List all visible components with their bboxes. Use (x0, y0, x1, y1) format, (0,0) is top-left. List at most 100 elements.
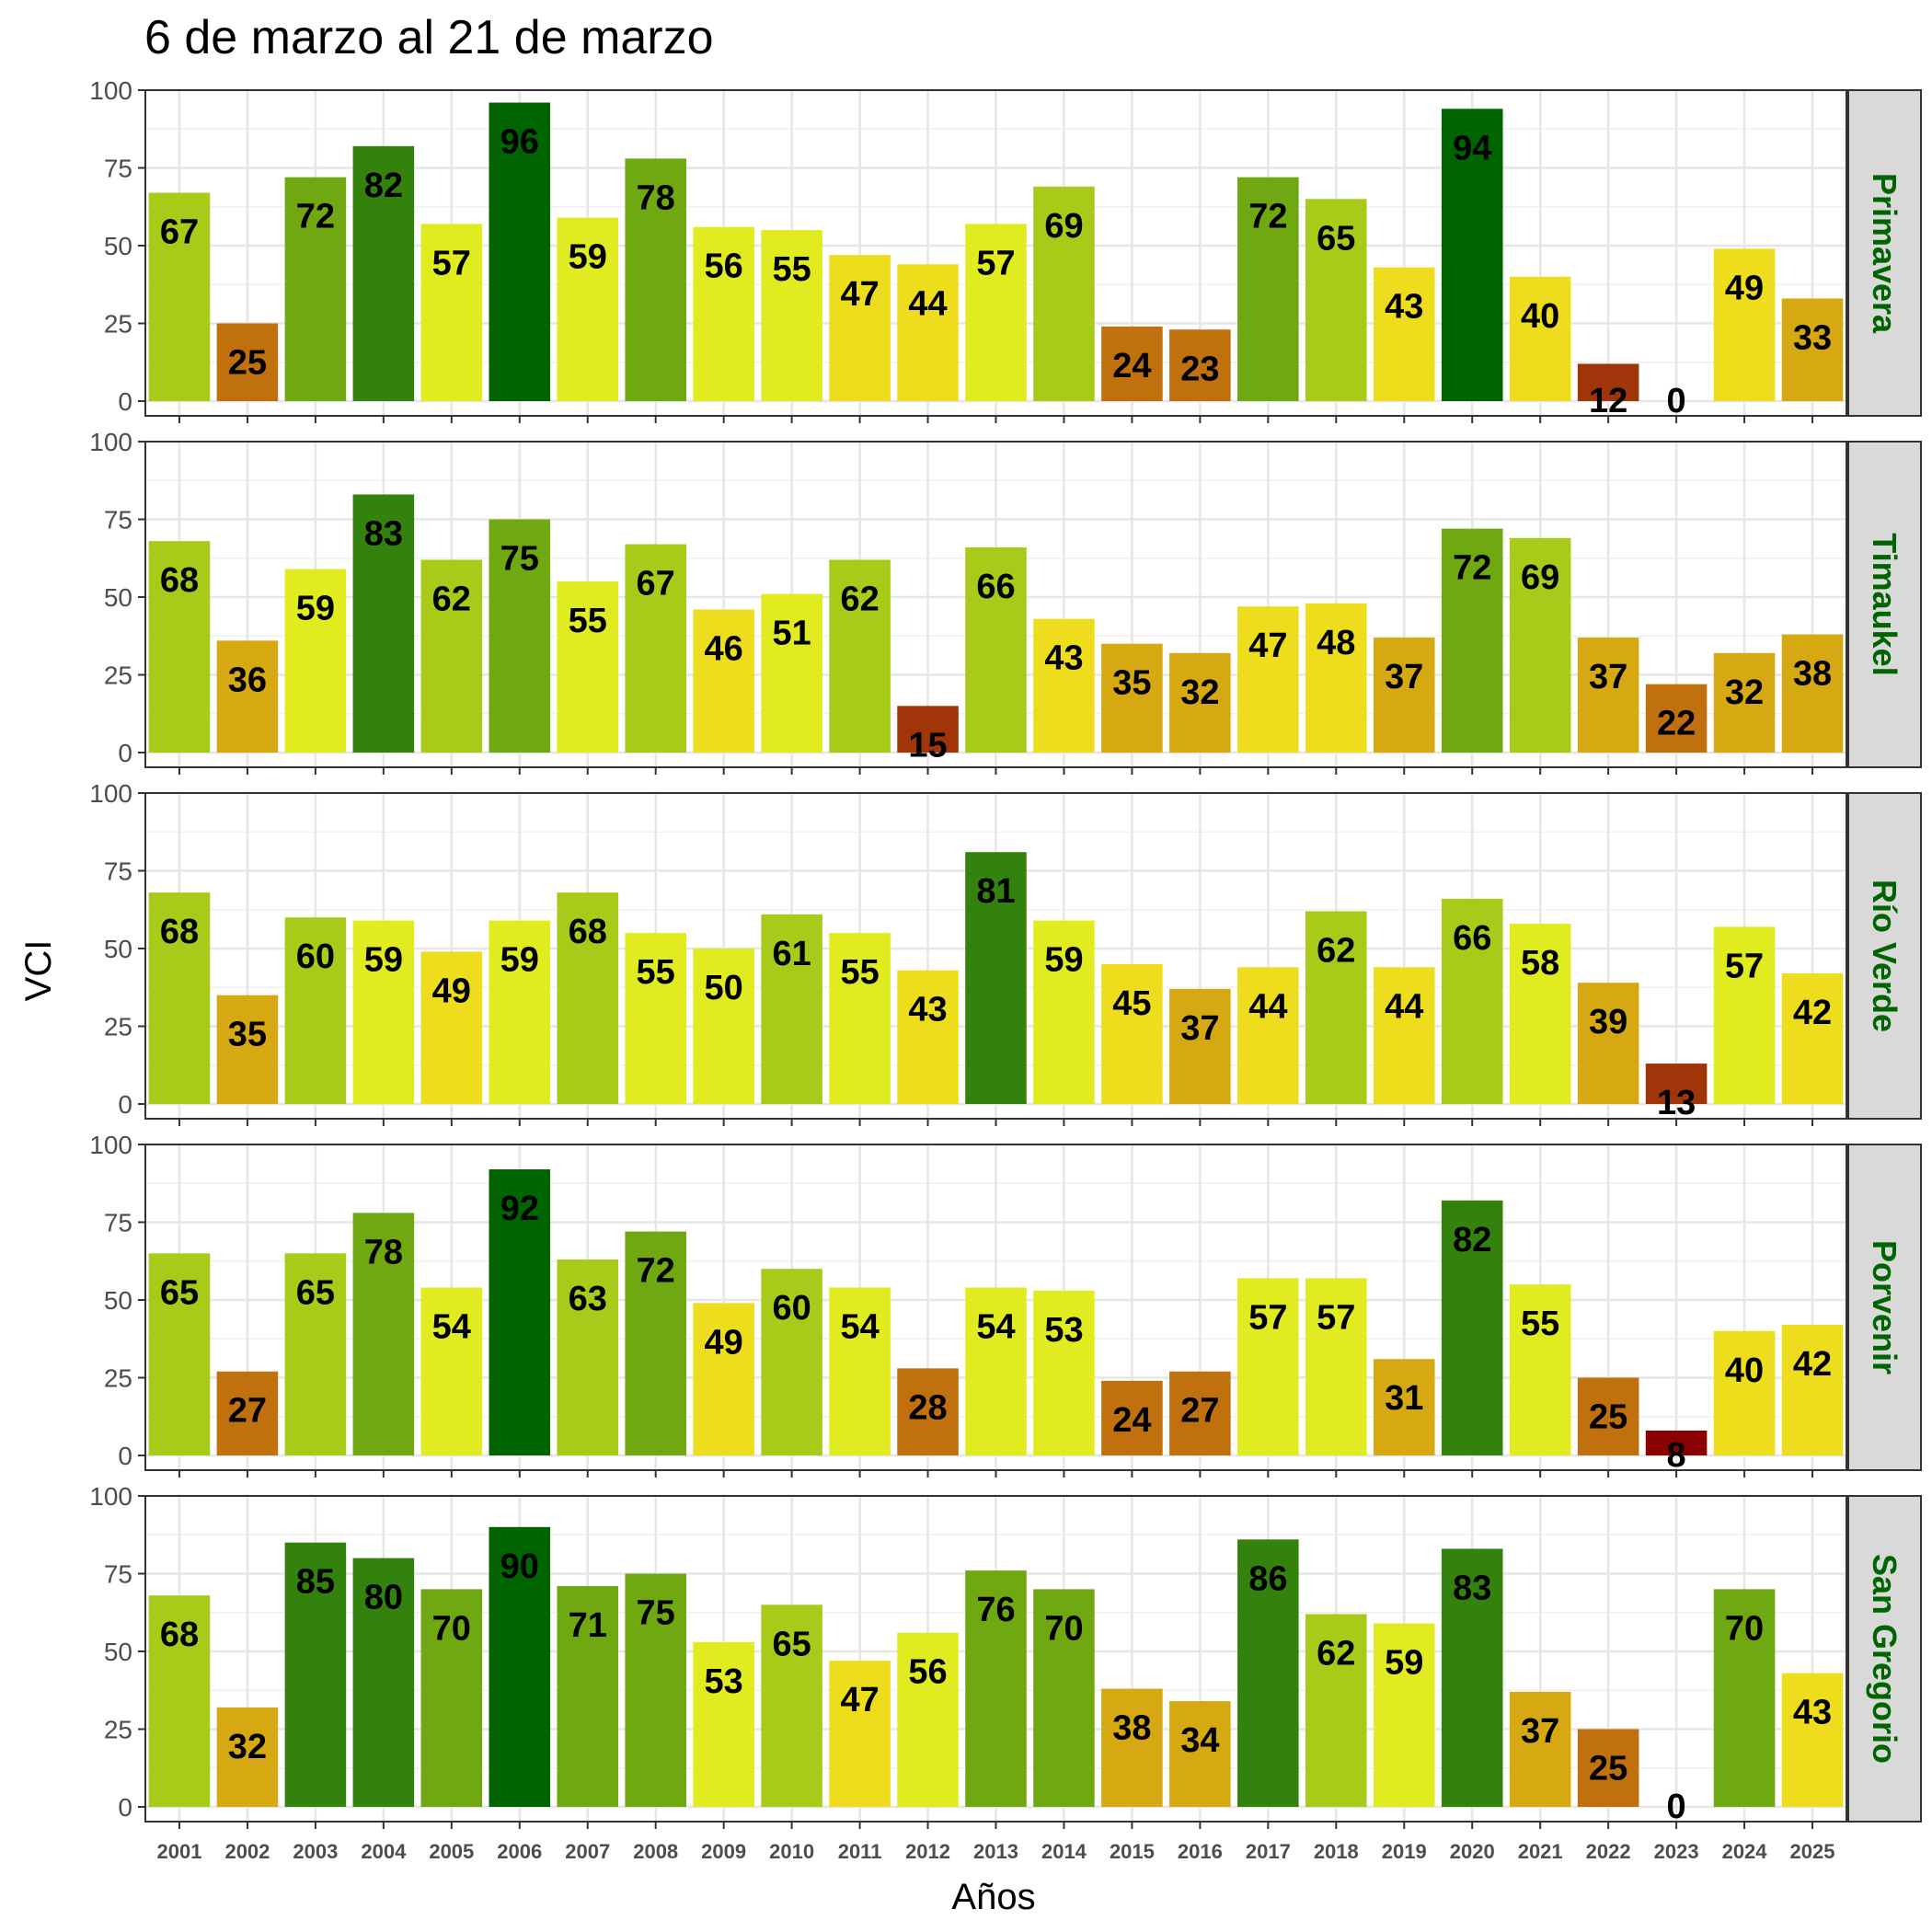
x-tick-label: 2021 (1518, 1840, 1563, 1863)
bar (148, 892, 211, 1104)
bar-value-label: 15 (908, 726, 947, 765)
bar (1713, 1589, 1776, 1807)
bar-value-label: 27 (228, 1392, 267, 1431)
bar-value-label: 59 (569, 238, 607, 277)
bar (352, 1558, 415, 1807)
x-tick-label: 2011 (838, 1840, 882, 1863)
bar-value-label: 42 (1793, 1345, 1832, 1384)
bar (693, 949, 754, 1104)
bar (352, 145, 415, 401)
bar (1577, 1729, 1639, 1807)
bar (1509, 1284, 1571, 1455)
bar-value-label: 47 (840, 275, 879, 314)
y-tick-label: 25 (104, 1013, 132, 1041)
y-tick-label: 25 (104, 1716, 132, 1744)
bar-value-label: 51 (772, 615, 811, 653)
bar (1033, 1589, 1095, 1807)
x-tick-label: 2006 (497, 1840, 542, 1863)
x-tick-label: 2024 (1722, 1840, 1768, 1863)
y-tick-label: 75 (104, 1209, 132, 1237)
bar (1169, 1371, 1231, 1455)
bar (557, 1259, 619, 1455)
bar-value-label: 45 (1112, 984, 1151, 1023)
bar (557, 217, 619, 401)
bar (1713, 248, 1776, 401)
bar (216, 640, 279, 753)
bar-value-label: 37 (1589, 658, 1627, 696)
bar (829, 933, 891, 1104)
y-tick-label: 0 (118, 739, 132, 767)
bar-value-label: 83 (364, 514, 403, 553)
bar-value-label: 44 (908, 284, 947, 323)
bar (1305, 1278, 1367, 1455)
bar (1237, 1278, 1299, 1455)
bar-value-label: 66 (1453, 919, 1491, 958)
bar-value-label: 0 (1667, 1788, 1686, 1826)
bar (420, 1287, 483, 1455)
bar-value-label: 43 (908, 991, 947, 1029)
bar (693, 609, 754, 753)
bar (216, 323, 279, 401)
x-tick-label: 2023 (1654, 1840, 1699, 1863)
bar-value-label: 57 (1725, 947, 1764, 985)
bar (1713, 1330, 1776, 1455)
bar (420, 559, 483, 753)
bar (761, 1604, 822, 1807)
bar (1509, 276, 1571, 401)
bar (1441, 1200, 1503, 1455)
x-tick-label: 2013 (973, 1840, 1018, 1863)
x-tick-label: 2012 (905, 1840, 950, 1863)
bar-value-label: 71 (569, 1606, 607, 1645)
bar-value-label: 70 (432, 1609, 471, 1648)
bar-value-label: 68 (160, 913, 199, 951)
bar-value-label: 68 (160, 1616, 199, 1654)
bar (897, 706, 959, 753)
bar (1169, 988, 1231, 1104)
y-tick-label: 0 (118, 1442, 132, 1470)
y-tick-label: 100 (89, 76, 132, 105)
bar-value-label: 65 (772, 1625, 811, 1663)
facet-panel: 0 25 50 75 100 67 25 72 82 57 96 59 78 56 55 47 44 57 69 24… (89, 76, 1922, 423)
bar-value-label: 27 (1180, 1392, 1219, 1431)
y-tick-label: 50 (104, 232, 132, 260)
x-tick-label: 2025 (1790, 1840, 1835, 1863)
bar-value-label: 38 (1112, 1709, 1151, 1748)
bar (761, 914, 822, 1104)
bar-value-label: 65 (296, 1273, 335, 1312)
y-tick-label: 0 (118, 387, 132, 416)
y-tick-label: 25 (104, 310, 132, 339)
facet-strip (1847, 792, 1922, 1120)
bar (557, 892, 619, 1104)
bar (1441, 1548, 1503, 1807)
y-tick-label: 75 (104, 155, 132, 183)
y-tick-label: 75 (104, 857, 132, 886)
bar-value-label: 55 (569, 602, 607, 640)
bar (489, 1526, 551, 1807)
bar (1373, 637, 1435, 753)
bar (489, 920, 551, 1104)
bar-value-label: 13 (1657, 1084, 1696, 1122)
bar-value-label: 60 (772, 1289, 811, 1328)
y-tick-label: 100 (89, 1131, 132, 1159)
bar (1169, 329, 1231, 401)
bar (557, 1586, 619, 1807)
bar-value-label: 65 (160, 1273, 199, 1312)
bar-value-label: 59 (296, 590, 335, 628)
bar (897, 1368, 959, 1455)
bar (1305, 199, 1367, 401)
bar-value-label: 83 (1453, 1569, 1491, 1607)
x-tick-label: 2010 (769, 1840, 814, 1863)
bar-value-label: 69 (1521, 558, 1559, 597)
bar-value-label: 96 (500, 123, 539, 162)
bar-value-label: 94 (1453, 129, 1491, 167)
bar (148, 541, 211, 753)
bar (284, 917, 347, 1104)
bar-value-label: 43 (1793, 1694, 1832, 1732)
bar (1169, 652, 1231, 753)
bar (1237, 606, 1299, 753)
x-tick-label: 2019 (1382, 1840, 1427, 1863)
bar-value-label: 61 (772, 935, 811, 973)
bar-value-label: 62 (1317, 931, 1355, 970)
bar-value-label: 32 (1725, 673, 1764, 712)
bar-value-label: 47 (840, 1681, 879, 1719)
